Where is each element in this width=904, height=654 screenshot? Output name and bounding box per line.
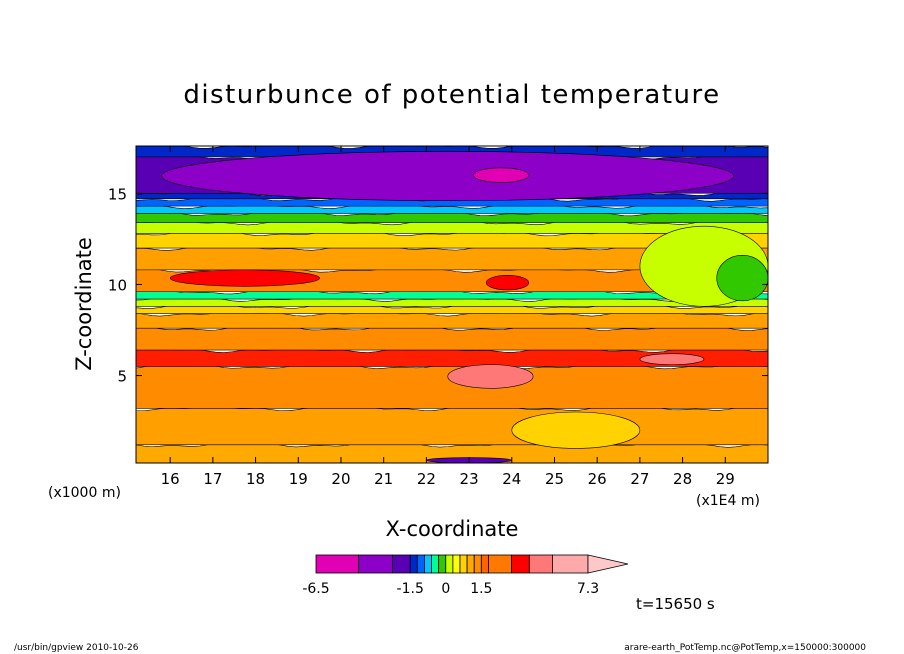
contour-feature: [639, 353, 705, 365]
colorbar-segment: [358, 554, 393, 574]
y-tick-label: 10: [108, 276, 127, 294]
contour-feature: [473, 167, 530, 183]
time-label: t=15650 s: [636, 595, 715, 613]
contour-band: [136, 363, 768, 409]
x-axis: 16 17 18 19 20 21 22 23 24 25 26 27 28 29: [161, 146, 735, 488]
colorbar-segment: [459, 554, 468, 574]
contour-feature: [447, 364, 534, 389]
colorbar-label: 1.5: [470, 581, 492, 597]
x-tick-label: 20: [331, 470, 350, 488]
contour-band: [136, 405, 768, 446]
y-tick-label: 15: [108, 185, 127, 203]
colorbar-segment: [552, 554, 589, 574]
colorbar-segment: [528, 554, 553, 574]
x-tick-label: 23: [460, 470, 479, 488]
colorbar-segment: [392, 554, 411, 574]
x-unit-right: (x1E4 m): [696, 493, 760, 509]
contour-feature: [485, 275, 530, 291]
x-unit-left: (x1000 m): [48, 485, 121, 501]
y-tick-label: 5: [117, 368, 127, 386]
contour-feature: [169, 269, 320, 287]
x-tick-label: 29: [716, 470, 735, 488]
colorbar-segment: [488, 554, 512, 574]
colorbar-label: 0: [441, 581, 450, 597]
x-tick-label: 18: [246, 470, 265, 488]
x-tick-label: 26: [588, 470, 607, 488]
x-tick-label: 16: [161, 470, 180, 488]
colorbar-segment: [438, 554, 447, 574]
x-tick-label: 28: [673, 470, 692, 488]
contour-feature: [716, 255, 768, 302]
y-axis-label: Z-coordinate: [72, 237, 96, 371]
x-tick-label: 19: [289, 470, 308, 488]
colorbar-segment: [466, 554, 475, 574]
colorbar-segment: [315, 554, 360, 574]
x-tick-label: 22: [417, 470, 436, 488]
footer-right: arare-earth_PotTemp.nc@PotTemp,x=150000:…: [624, 643, 866, 653]
plot-frame: [135, 145, 769, 464]
contour-feature: [161, 151, 735, 201]
y-axis: 5 10 15: [108, 185, 768, 386]
x-tick-label: 27: [630, 470, 649, 488]
x-tick-label: 24: [502, 470, 521, 488]
chart-title: disturbunce of potential temperature: [183, 80, 720, 110]
colorbar-segment: [431, 554, 440, 574]
colorbar-label: -1.5: [397, 581, 424, 597]
colorbar: -6.5 -1.5 0 1.5 7.3: [302, 554, 629, 597]
colorbar-label: 7.3: [577, 581, 599, 597]
contour-band: [136, 325, 768, 351]
colorbar-segment: [480, 554, 489, 574]
colorbar-segment: [452, 554, 461, 574]
colorbar-segment: [409, 554, 418, 574]
colorbar-segment: [511, 554, 530, 574]
x-tick-label: 25: [545, 470, 564, 488]
plot-area: [136, 146, 768, 463]
colorbar-segment: [416, 554, 425, 574]
colorbar-segment: [473, 554, 482, 574]
colorbar-segment: [445, 554, 454, 574]
x-tick-label: 17: [203, 470, 222, 488]
colorbar-extend-arrow: [587, 554, 629, 574]
colorbar-label: -6.5: [302, 581, 329, 597]
x-axis-label: X-coordinate: [386, 517, 519, 541]
colorbar-segment: [424, 554, 432, 574]
x-tick-label: 21: [374, 470, 393, 488]
contour-feature: [511, 411, 641, 449]
footer-left: /usr/bin/gpview 2010-10-26: [14, 643, 139, 653]
